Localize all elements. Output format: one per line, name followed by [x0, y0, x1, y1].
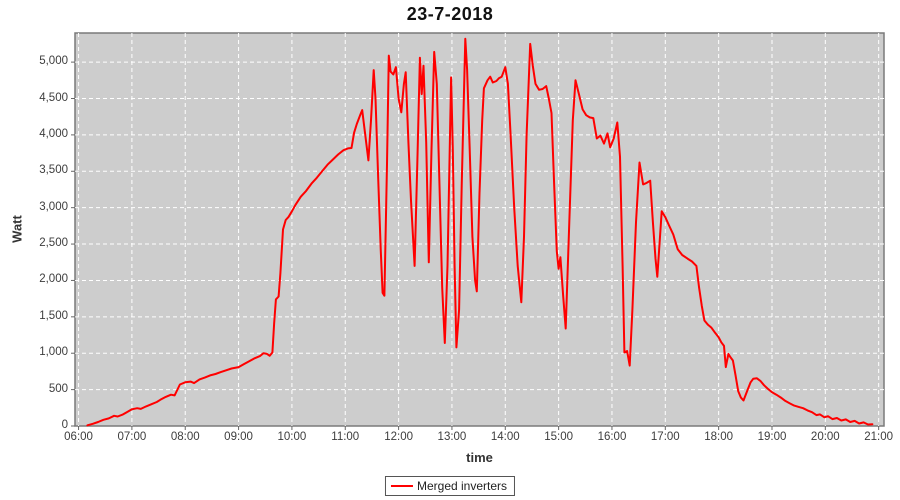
- x-tick-label: 20:00: [810, 431, 840, 443]
- x-tick-label: 11:00: [331, 431, 360, 443]
- x-tick-label: 10:00: [277, 431, 307, 443]
- series-line: [86, 37, 874, 427]
- y-tick-label: 4,500: [39, 91, 68, 104]
- y-tick-label: 5,000: [39, 55, 68, 68]
- x-tick-label: 19:00: [757, 431, 787, 443]
- y-tick-label: 3,000: [39, 200, 68, 213]
- y-tick-label: 0: [61, 419, 68, 431]
- y-tick-label: 1,000: [39, 346, 68, 359]
- x-tick-label: 06:00: [64, 431, 93, 443]
- x-tick-label: 18:00: [704, 431, 734, 443]
- y-tick-label: 3,500: [39, 164, 68, 177]
- x-tick-label: 07:00: [117, 431, 147, 443]
- y-tick-label: 4,000: [39, 127, 68, 140]
- chart-title: 23-7-2018: [406, 4, 494, 24]
- x-tick-label: 08:00: [170, 431, 200, 443]
- x-tick-label: 17:00: [650, 431, 680, 443]
- legend: Merged inverters: [384, 476, 516, 496]
- x-tick-label: 14:00: [490, 431, 520, 443]
- legend-line-icon: [390, 485, 413, 487]
- y-tick-label: 1,500: [39, 309, 68, 322]
- x-tick-label: 13:00: [437, 431, 467, 443]
- y-tick-label: 2,500: [39, 237, 68, 250]
- x-tick-label: 16:00: [597, 431, 627, 443]
- x-tick-label: 21:00: [864, 431, 894, 443]
- x-tick-label: 09:00: [224, 431, 253, 443]
- y-tick-label: 500: [48, 382, 68, 395]
- x-axis-title: time: [466, 450, 493, 465]
- y-axis-title: Watt: [9, 215, 25, 243]
- x-tick-label: 15:00: [544, 431, 573, 443]
- y-tick-label: 2,000: [39, 273, 68, 286]
- legend-series-label: Merged inverters: [416, 479, 508, 493]
- x-tick-label: 12:00: [384, 431, 413, 443]
